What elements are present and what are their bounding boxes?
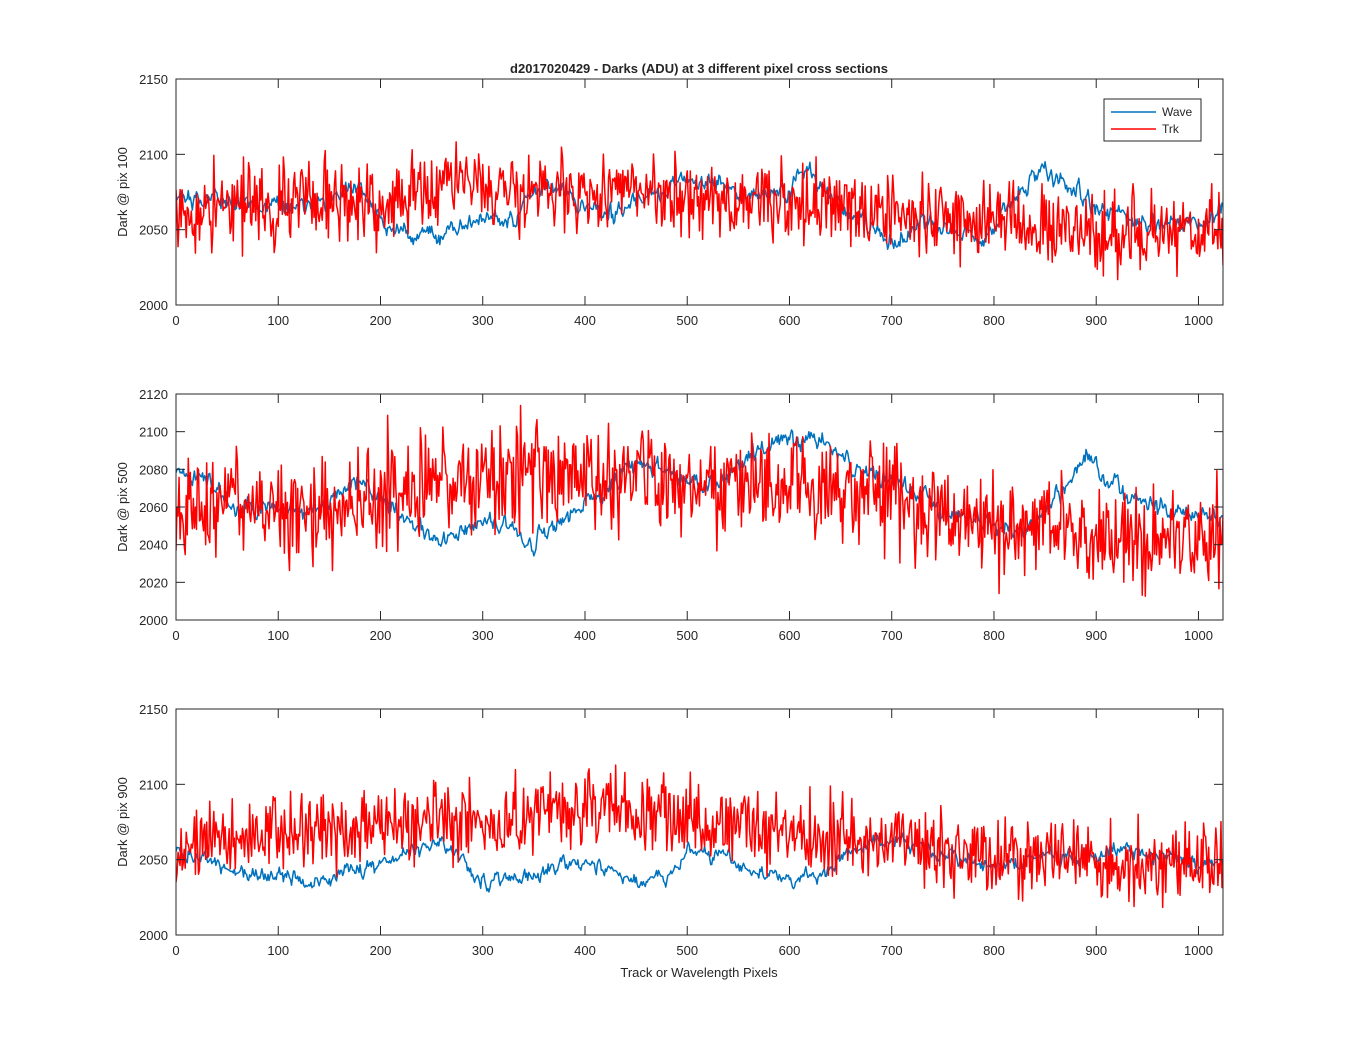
x-tick-label: 700 bbox=[881, 628, 903, 643]
y-tick-label: 2080 bbox=[139, 462, 168, 477]
x-tick-label: 0 bbox=[172, 628, 179, 643]
series-group bbox=[176, 764, 1223, 909]
series-group bbox=[176, 141, 1223, 281]
series-line-trk bbox=[176, 404, 1223, 597]
subplot-1: 0 100 200 300 400 500 600 700 800 900 1000 2000 2050… bbox=[115, 72, 1224, 328]
y-axis-label: Dark @ pix 500 bbox=[115, 462, 130, 552]
x-tick-label: 400 bbox=[574, 943, 596, 958]
series-line-trk bbox=[176, 764, 1223, 909]
axes-box bbox=[175, 708, 1224, 936]
x-tick-label: 900 bbox=[1085, 313, 1107, 328]
x-axis-label: Track or Wavelength Pixels bbox=[620, 965, 778, 980]
x-tick-label: 1000 bbox=[1184, 313, 1213, 328]
x-tick-label: 100 bbox=[267, 943, 289, 958]
y-tick-label: 2100 bbox=[139, 147, 168, 162]
y-axis-label: Dark @ pix 100 bbox=[115, 147, 130, 237]
x-tick-label: 800 bbox=[983, 313, 1005, 328]
x-tick-label: 900 bbox=[1085, 628, 1107, 643]
x-tick-label: 1000 bbox=[1184, 943, 1213, 958]
y-tick-label: 2120 bbox=[139, 387, 168, 402]
x-tick-label: 0 bbox=[172, 313, 179, 328]
y-tick-label: 2000 bbox=[139, 613, 168, 628]
y-tick-label: 2050 bbox=[139, 223, 168, 238]
series-group bbox=[176, 404, 1223, 597]
series-line-trk bbox=[176, 141, 1223, 281]
x-tick-label: 900 bbox=[1085, 943, 1107, 958]
x-tick-label: 200 bbox=[370, 313, 392, 328]
x-tick-label: 0 bbox=[172, 943, 179, 958]
y-axis-label: Dark @ pix 900 bbox=[115, 777, 130, 867]
y-tick-label: 2000 bbox=[139, 298, 168, 313]
y-tick-label: 2040 bbox=[139, 538, 168, 553]
y-tick-label: 2100 bbox=[139, 777, 168, 792]
y-tick-label: 2150 bbox=[139, 702, 168, 717]
x-tick-label: 100 bbox=[267, 628, 289, 643]
axes-container: 0 100 200 300 400 500 600 700 800 900 100020002050… bbox=[115, 72, 1224, 958]
x-tick-label: 400 bbox=[574, 313, 596, 328]
x-tick-label: 300 bbox=[472, 943, 494, 958]
y-tick-label: 2150 bbox=[139, 72, 168, 87]
x-tick-label: 700 bbox=[881, 313, 903, 328]
x-tick-label: 200 bbox=[370, 943, 392, 958]
subplot-2: 0 100 200 300 400 500 600 700 800 900 1000 2000 2020… bbox=[115, 387, 1224, 643]
legend-label-trk: Trk bbox=[1162, 122, 1180, 136]
subplot-3: 0 100 200 300 400 500 600 700 800 900 1000 2000 2050… bbox=[115, 702, 1224, 958]
y-tick-label: 2020 bbox=[139, 575, 168, 590]
x-tick-label: 500 bbox=[676, 943, 698, 958]
legend: Wave Trk bbox=[1103, 98, 1202, 142]
x-tick-label: 500 bbox=[676, 313, 698, 328]
x-tick-label: 100 bbox=[267, 313, 289, 328]
y-tick-label: 2100 bbox=[139, 425, 168, 440]
x-tick-label: 200 bbox=[370, 628, 392, 643]
legend-label-wave: Wave bbox=[1162, 105, 1193, 119]
axes-box bbox=[175, 78, 1224, 306]
y-tick-label: 2000 bbox=[139, 928, 168, 943]
x-tick-label: 700 bbox=[881, 943, 903, 958]
y-tick-label: 2060 bbox=[139, 500, 168, 515]
x-tick-label: 600 bbox=[779, 628, 801, 643]
x-tick-label: 500 bbox=[676, 628, 698, 643]
x-tick-label: 600 bbox=[779, 943, 801, 958]
x-tick-label: 400 bbox=[574, 628, 596, 643]
x-tick-label: 600 bbox=[779, 313, 801, 328]
x-tick-label: 800 bbox=[983, 943, 1005, 958]
x-tick-label: 300 bbox=[472, 313, 494, 328]
x-tick-label: 300 bbox=[472, 628, 494, 643]
legend-box bbox=[1103, 98, 1202, 142]
x-tick-label: 1000 bbox=[1184, 628, 1213, 643]
x-tick-label: 800 bbox=[983, 628, 1005, 643]
y-tick-label: 2050 bbox=[139, 853, 168, 868]
plot-area bbox=[176, 394, 1223, 620]
figure-title: d2017020429 - Darks (ADU) at 3 different… bbox=[510, 61, 888, 76]
plot-area bbox=[176, 79, 1223, 305]
